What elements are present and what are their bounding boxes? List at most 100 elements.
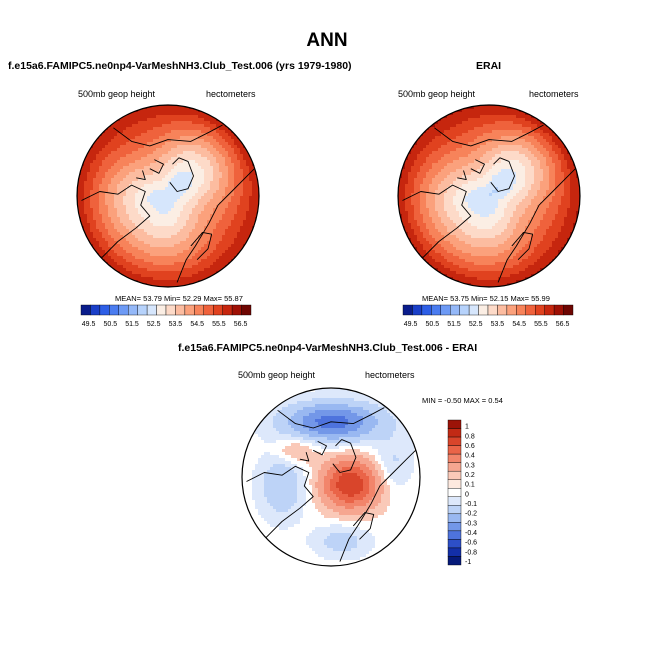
field-cell <box>408 166 411 169</box>
field-cell <box>174 211 177 214</box>
field-cell <box>153 112 156 115</box>
field-cell <box>144 130 147 133</box>
field-cell <box>405 163 408 166</box>
field-cell <box>165 121 168 124</box>
field-cell <box>426 157 429 160</box>
field-cell <box>465 175 468 178</box>
field-cell <box>174 193 177 196</box>
field-cell <box>123 130 126 133</box>
field-cell <box>141 151 144 154</box>
field-cell <box>222 187 225 190</box>
field-cell <box>486 160 489 163</box>
field-cell <box>81 166 84 169</box>
field-cell <box>126 169 129 172</box>
field-cell <box>177 283 180 286</box>
field-cell <box>213 142 216 145</box>
field-cell <box>141 139 144 142</box>
field-cell <box>471 196 474 199</box>
field-cell <box>162 178 165 181</box>
field-cell <box>456 157 459 160</box>
field-cell <box>108 232 111 235</box>
field-cell <box>438 133 441 136</box>
field-cell <box>132 160 135 163</box>
field-cell <box>147 241 150 244</box>
field-cell <box>165 106 168 109</box>
field-cell <box>459 148 462 151</box>
field-cell <box>204 247 207 250</box>
field-cell <box>246 226 249 229</box>
field-cell <box>228 235 231 238</box>
field-cell <box>201 274 204 277</box>
field-cell <box>450 178 453 181</box>
field-cell <box>159 136 162 139</box>
field-cell <box>252 220 255 223</box>
field-cell <box>222 181 225 184</box>
field-cell <box>168 151 171 154</box>
field-cell <box>189 136 192 139</box>
field-cell <box>93 172 96 175</box>
field-cell <box>171 166 174 169</box>
field-cell <box>114 148 117 151</box>
field-cell <box>486 175 489 178</box>
field-cell <box>189 250 192 253</box>
field-cell <box>429 208 432 211</box>
field-cell <box>498 148 501 151</box>
field-cell <box>174 268 177 271</box>
field-cell <box>444 145 447 148</box>
field-cell <box>177 196 180 199</box>
field-cell <box>507 178 510 181</box>
field-cell <box>498 193 501 196</box>
field-cell <box>462 190 465 193</box>
field-cell <box>231 187 234 190</box>
field-cell <box>435 193 438 196</box>
field-cell <box>432 193 435 196</box>
field-cell <box>174 223 177 226</box>
field-cell <box>168 247 171 250</box>
field-cell <box>240 241 243 244</box>
field-cell <box>183 259 186 262</box>
field-cell <box>120 181 123 184</box>
field-cell <box>183 274 186 277</box>
field-cell <box>483 175 486 178</box>
field-cell <box>549 151 552 154</box>
field-cell <box>228 130 231 133</box>
field-cell <box>129 196 132 199</box>
field-cell <box>468 145 471 148</box>
field-cell <box>123 157 126 160</box>
field-cell <box>147 280 150 283</box>
field-cell <box>123 139 126 142</box>
field-cell <box>189 151 192 154</box>
field-cell <box>195 139 198 142</box>
field-cell <box>189 112 192 115</box>
field-cell <box>168 148 171 151</box>
field-cell <box>207 151 210 154</box>
field-cell <box>522 202 525 205</box>
field-cell <box>192 211 195 214</box>
field-cell <box>222 148 225 151</box>
coastline <box>176 168 255 283</box>
field-cell <box>231 148 234 151</box>
field-cell <box>108 145 111 148</box>
field-cell <box>174 112 177 115</box>
field-cell <box>549 136 552 139</box>
field-cell <box>453 178 456 181</box>
field-cell <box>471 163 474 166</box>
field-cell <box>138 175 141 178</box>
field-cell <box>120 145 123 148</box>
field-cell <box>225 229 228 232</box>
field-cell <box>474 109 477 112</box>
field-cell <box>402 205 405 208</box>
field-cell <box>513 160 516 163</box>
field-cell <box>165 205 168 208</box>
field-cell <box>252 166 255 169</box>
field-cell <box>162 256 165 259</box>
field-cell <box>177 202 180 205</box>
field-cell <box>201 124 204 127</box>
field-cell <box>555 151 558 154</box>
field-cell <box>498 181 501 184</box>
field-cell <box>540 187 543 190</box>
field-cell <box>525 151 528 154</box>
field-cell <box>537 142 540 145</box>
field-cell <box>156 253 159 256</box>
field-cell <box>162 235 165 238</box>
